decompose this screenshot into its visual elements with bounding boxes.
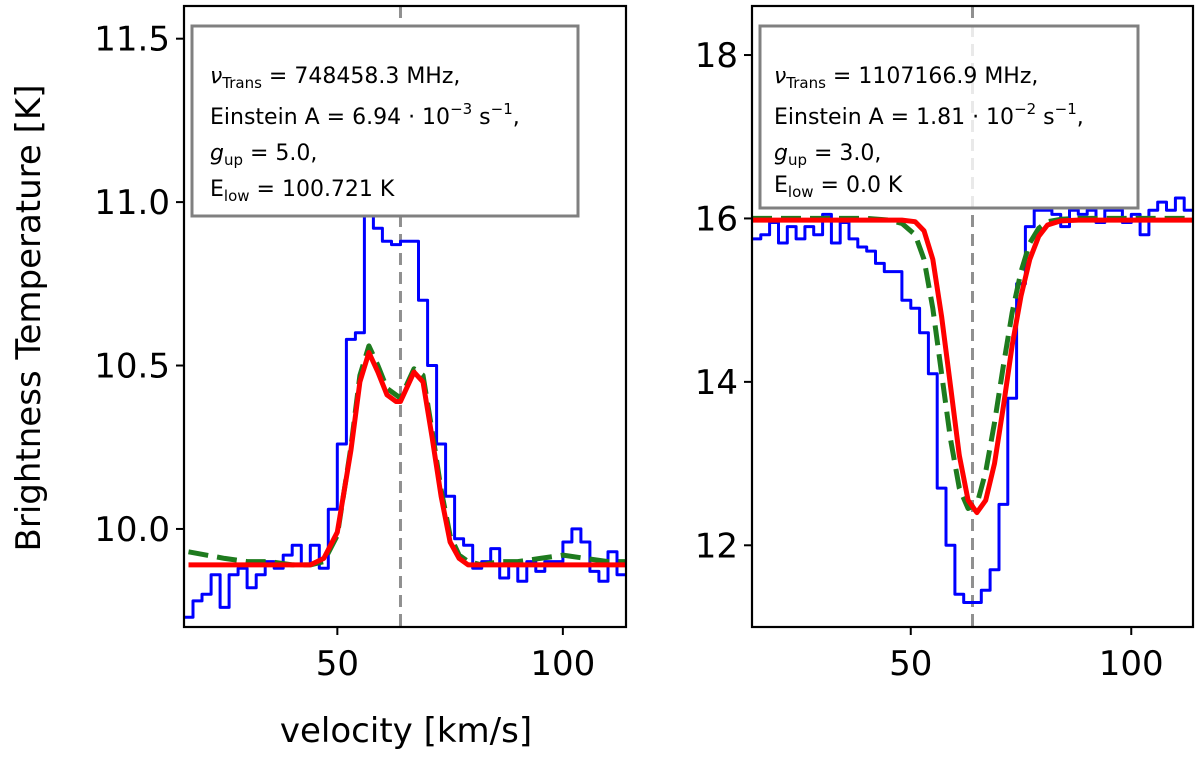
right-axes-frame [750,4,1195,629]
right-anno-nu: νTrans = 1107166.9 MHz, [774,64,1038,92]
left-x-tick-label: 100 [530,644,595,684]
left-y-axis-title: Brightness Temperature [K] [9,85,49,552]
right-x-tick-label: 50 [889,644,932,684]
left-annotation-box: νTrans = 748458.3 MHz, Einstein A = 6.94… [190,24,580,218]
left-series-observed [184,213,626,619]
left-y-tick-label: 11.5 [94,20,170,60]
left-anno-gup: gup = 5.0, [210,141,317,169]
right-y-tick-label: 12 [695,526,738,566]
left-anno-nu: νTrans = 748458.3 MHz, [210,64,460,92]
right-y-tick-label: 16 [695,199,738,239]
right-annotation-frame [758,24,1140,210]
right-annotation-box: νTrans = 1107166.9 MHz, Einstein A = 1.8… [758,24,1140,210]
left-x-tick-label: 50 [316,644,359,684]
right-anno-elow: Elow = 0.0 K [774,173,903,201]
left-anno-einstein: Einstein A = 6.94 · 10−3 s−1, [210,100,520,130]
right-anno-einstein: Einstein A = 1.81 · 10−2 s−1, [774,100,1084,130]
left-x-axis-title: velocity [km/s] [280,711,532,751]
left-annotation-frame [190,24,580,218]
left-y-tick-label: 10.5 [94,347,170,387]
left-series-model-b [188,350,626,568]
left-y-tick-label: 11.0 [94,183,170,223]
left-anno-elow: Elow = 100.721 K [210,177,395,205]
left-y-tick-label: 10.0 [94,510,170,550]
right-y-tick-label: 18 [695,36,738,76]
right-x-tick-label: 100 [1099,644,1164,684]
right-anno-gup: gup = 3.0, [774,141,881,169]
right-ticks: 50 100 12 14 16 18 [695,36,1164,684]
right-y-tick-label: 14 [695,363,738,403]
right-panel: νTrans = 1107166.9 MHz, Einstein A = 1.8… [695,4,1195,684]
left-axes-frame [182,4,628,629]
right-series-model-b [752,217,1193,516]
left-ticks: 50 100 10.0 10.5 11.0 11.5 [94,20,595,684]
